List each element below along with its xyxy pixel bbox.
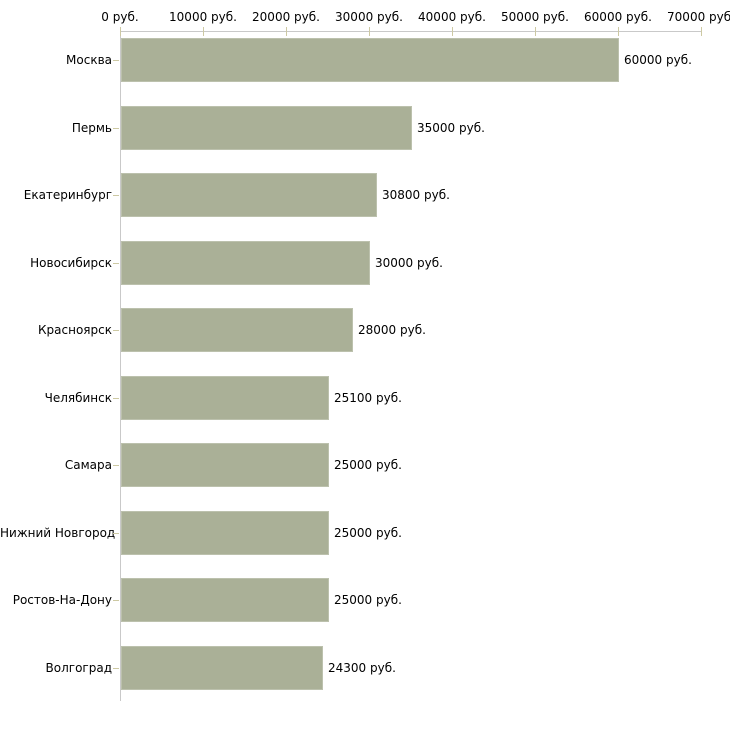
y-axis-tick-mark [113, 533, 119, 534]
value-label: 35000 руб. [417, 120, 485, 135]
x-axis-tick-label: 70000 руб. [667, 10, 730, 24]
category-label: Челябинск [44, 390, 112, 405]
x-axis-tick-mark [120, 27, 121, 36]
y-axis-tick-mark [113, 195, 119, 196]
bar-5 [121, 375, 329, 420]
category-label: Москва [66, 53, 112, 67]
category-label: Красноярск [38, 323, 112, 337]
bar-4 [121, 308, 353, 352]
category-label: Волгоград [45, 660, 112, 675]
x-axis-tick-mark [618, 27, 619, 36]
x-axis-tick-mark [701, 27, 702, 36]
value-label: 30800 руб. [382, 188, 450, 202]
value-label: 25000 руб. [334, 458, 402, 472]
bar-9 [121, 645, 323, 690]
category-label: Ростов-На-Дону [12, 593, 112, 607]
bar-2 [121, 173, 377, 217]
category-label: Пермь [71, 120, 112, 135]
value-label: 30000 руб. [375, 255, 443, 270]
y-axis-tick-mark [113, 330, 119, 331]
bar-0 [121, 38, 619, 82]
bar-1 [121, 105, 412, 150]
x-axis-tick-label: 20000 руб. [252, 10, 320, 24]
value-label: 25000 руб. [334, 593, 402, 607]
x-axis-tick-mark [286, 27, 287, 36]
x-axis-tick-label: 0 руб. [101, 10, 139, 24]
x-axis-tick-label: 50000 руб. [501, 10, 569, 24]
value-label: 25000 руб. [334, 525, 402, 540]
y-axis-tick-mark [113, 668, 119, 669]
x-axis-tick-label: 10000 руб. [169, 10, 237, 24]
value-label: 28000 руб. [358, 323, 426, 337]
value-label: 25100 руб. [334, 390, 402, 405]
y-axis-tick-mark [113, 465, 119, 466]
y-axis-tick-mark [113, 398, 119, 399]
x-axis-tick-label: 30000 руб. [335, 10, 403, 24]
y-axis-tick-mark [113, 600, 119, 601]
bar-3 [121, 240, 370, 285]
category-label: Новосибирск [30, 255, 112, 270]
y-axis-tick-mark [113, 128, 119, 129]
x-axis-tick-mark [535, 27, 536, 36]
x-axis-line [120, 31, 702, 32]
x-axis-tick-mark [452, 27, 453, 36]
category-label: Екатеринбург [23, 188, 112, 202]
x-axis-tick-label: 40000 руб. [418, 10, 486, 24]
bar-8 [121, 578, 329, 622]
x-axis-tick-mark [369, 27, 370, 36]
bar-6 [121, 443, 329, 487]
category-label: Нижний Новгород [0, 525, 116, 540]
y-axis-tick-mark [113, 263, 119, 264]
bar-7 [121, 510, 329, 555]
category-label: Самара [64, 458, 112, 472]
x-axis-tick-label: 60000 руб. [584, 10, 652, 24]
value-label: 24300 руб. [328, 660, 396, 675]
value-label: 60000 руб. [624, 53, 692, 67]
y-axis-line [120, 31, 121, 701]
x-axis-tick-mark [203, 27, 204, 36]
y-axis-tick-mark [113, 60, 119, 61]
